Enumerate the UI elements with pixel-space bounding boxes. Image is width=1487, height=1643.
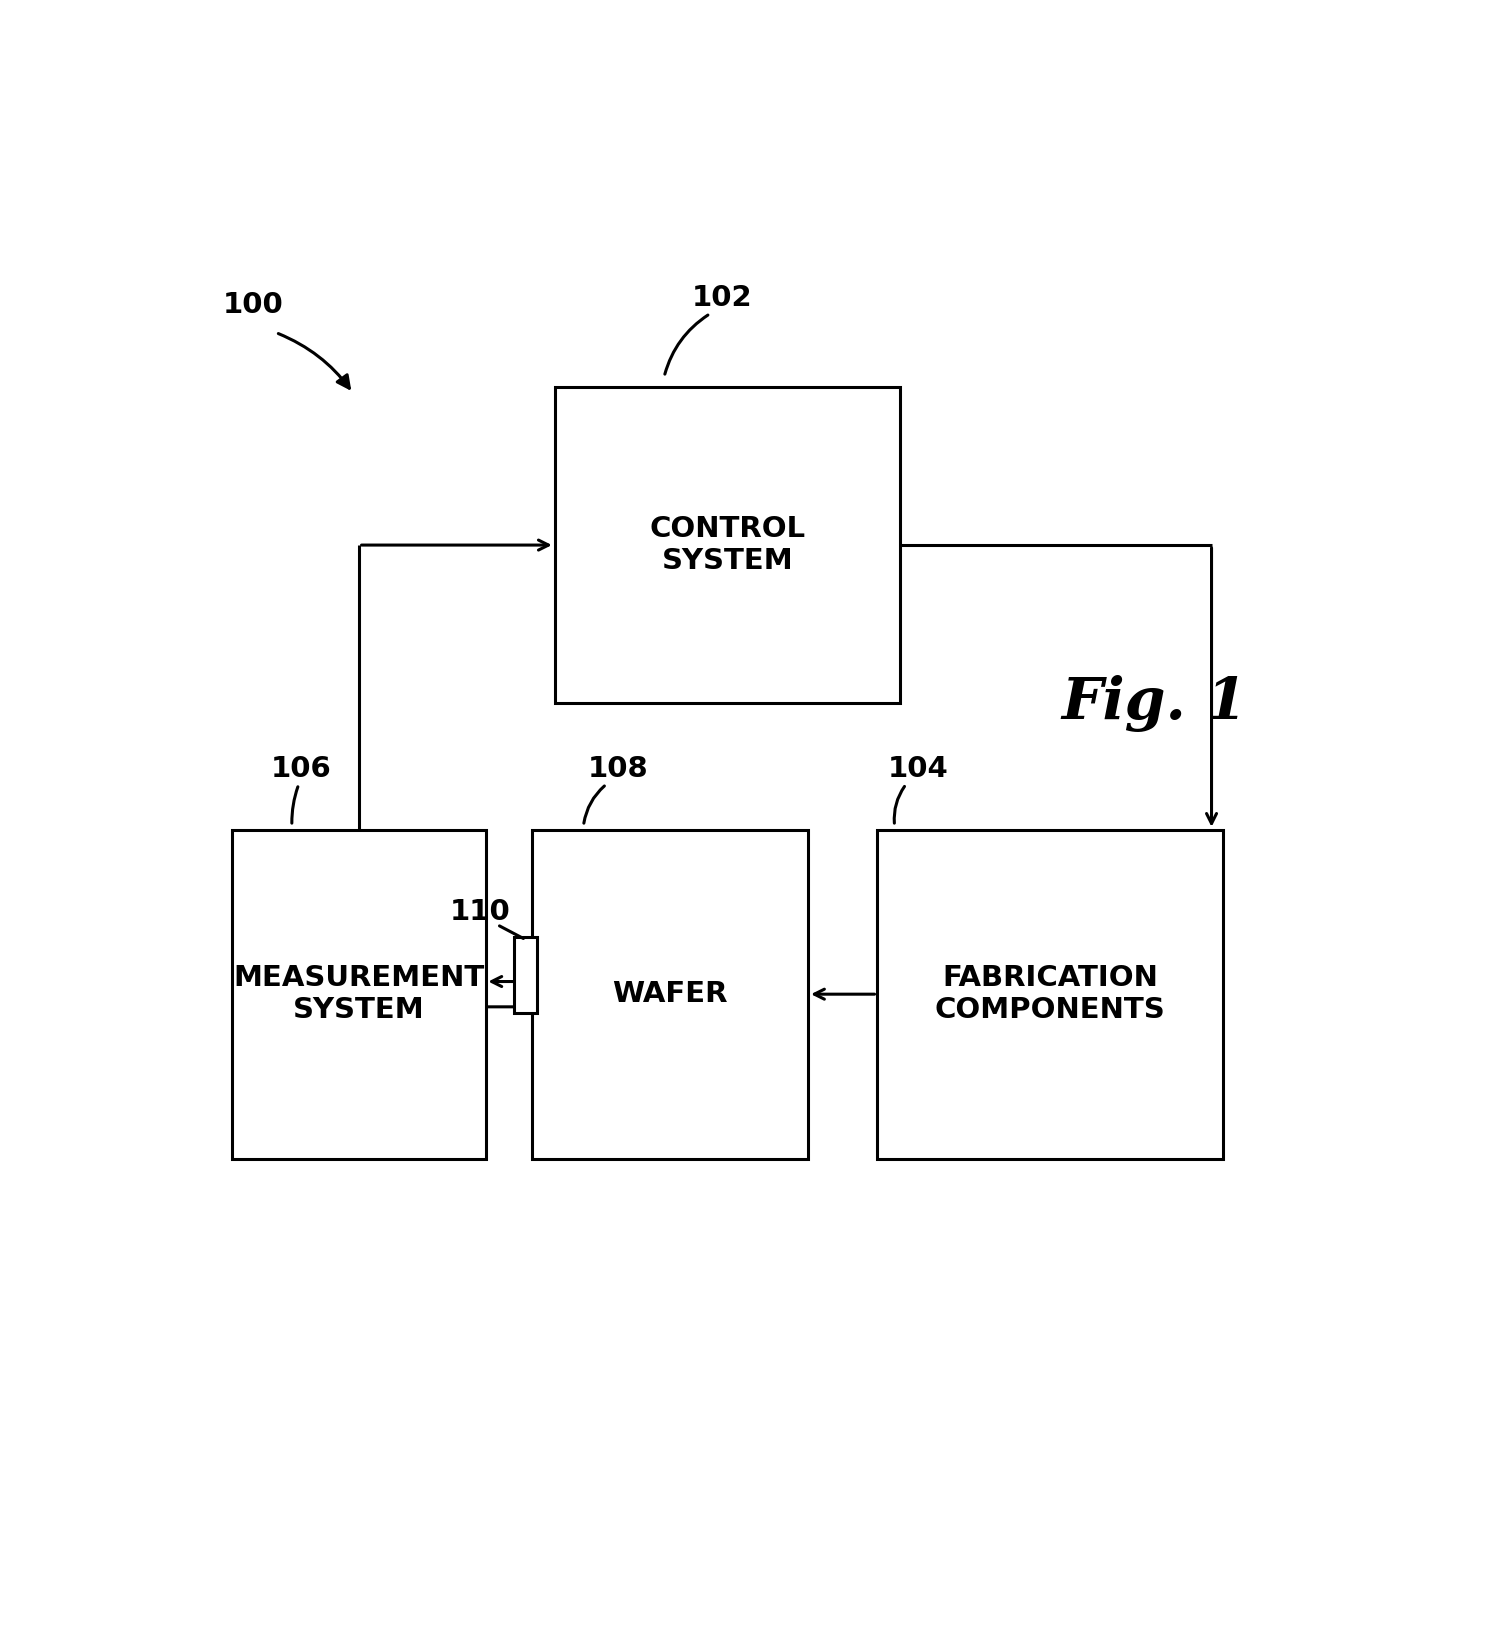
Text: CONTROL
SYSTEM: CONTROL SYSTEM: [650, 514, 806, 575]
Text: WAFER: WAFER: [613, 981, 727, 1009]
Text: FABRICATION
COMPONENTS: FABRICATION COMPONENTS: [935, 964, 1166, 1024]
Text: 100: 100: [223, 291, 283, 319]
Bar: [515, 937, 537, 1014]
Text: 106: 106: [271, 756, 332, 784]
Bar: [877, 830, 1222, 1158]
Text: 110: 110: [449, 899, 510, 927]
Text: 104: 104: [888, 756, 949, 784]
Bar: [232, 830, 485, 1158]
Bar: [555, 388, 901, 703]
Text: 102: 102: [691, 284, 752, 312]
Bar: [532, 830, 809, 1158]
Text: MEASUREMENT
SYSTEM: MEASUREMENT SYSTEM: [233, 964, 485, 1024]
Text: Fig. 1: Fig. 1: [1060, 675, 1246, 731]
Text: 108: 108: [587, 756, 648, 784]
